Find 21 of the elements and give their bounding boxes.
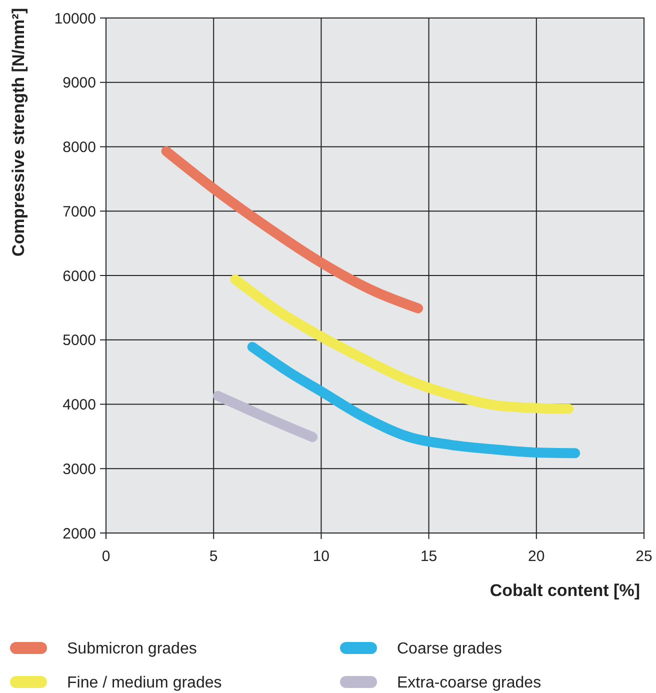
y-tick-label: 7000 bbox=[62, 203, 96, 220]
x-tick-label: 15 bbox=[420, 548, 438, 565]
y-tick-label: 9000 bbox=[62, 74, 96, 92]
legend-label: Coarse grades bbox=[397, 640, 502, 658]
x-axis-title: Cobalt content [%] bbox=[490, 581, 640, 600]
y-tick-label: 6000 bbox=[62, 268, 96, 285]
y-tick-label: 2000 bbox=[62, 525, 96, 542]
x-tick-label: 0 bbox=[102, 548, 110, 565]
x-tick-label: 5 bbox=[209, 548, 218, 565]
y-tick-label: 8000 bbox=[62, 139, 96, 156]
x-tick-label: 10 bbox=[312, 548, 330, 565]
legend-label: Fine / medium grades bbox=[67, 674, 222, 692]
y-axis-title: Compressive strength [N/mm²] bbox=[9, 8, 28, 256]
y-tick-label: 3000 bbox=[62, 460, 96, 478]
y-tick-label: 10000 bbox=[54, 10, 96, 28]
y-tick-label: 4000 bbox=[62, 396, 96, 414]
legend-label: Extra-coarse grades bbox=[397, 674, 542, 692]
y-tick-label: 5000 bbox=[62, 332, 96, 350]
x-tick-label: 25 bbox=[636, 548, 652, 565]
x-tick-label: 20 bbox=[528, 548, 545, 565]
legend-label: Submicron grades bbox=[67, 640, 197, 658]
